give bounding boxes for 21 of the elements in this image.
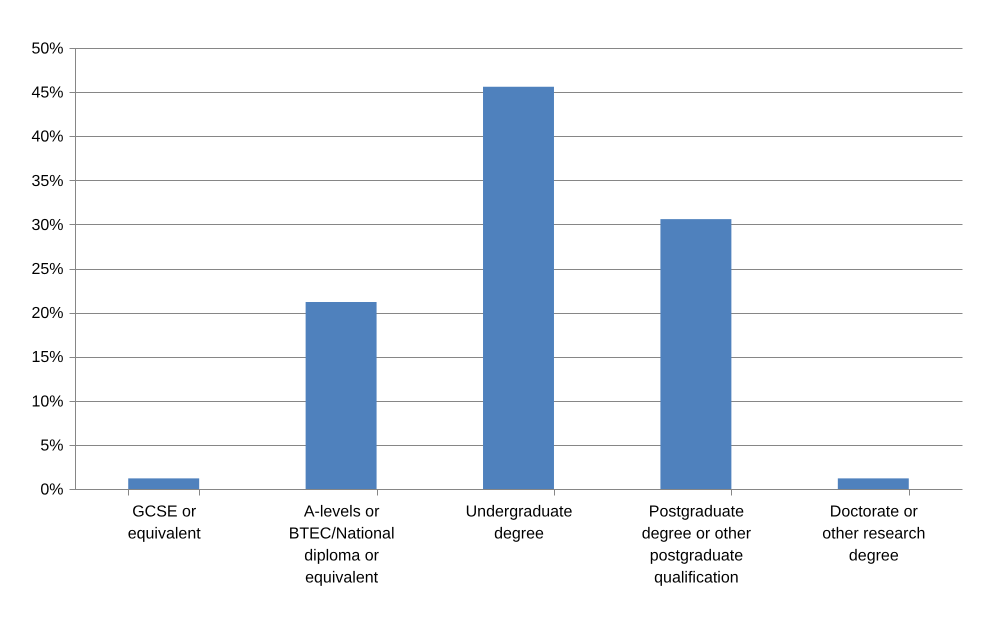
x-tick-label: A-levels or BTEC/National diploma or equivalent [288, 504, 395, 586]
x-tick-label: Postgraduate degree or other postgraduate qualification [642, 504, 752, 586]
y-tick-label: 10% [31, 393, 64, 410]
y-tick-label: 50% [31, 40, 64, 58]
x-tick-label: GCSE or equivalent [128, 504, 202, 542]
y-tick-label: 40% [31, 128, 64, 146]
bar [483, 86, 554, 489]
bar [306, 302, 377, 489]
y-tick-label: 15% [31, 349, 64, 366]
y-tick-label: 5% [40, 437, 64, 454]
y-tick-label: 30% [31, 216, 64, 234]
bar [128, 478, 200, 489]
x-tick-label: Doctorate or other research degree [822, 504, 926, 564]
bar [660, 219, 732, 489]
y-tick-label: 25% [31, 261, 64, 278]
y-tick-label: 35% [31, 172, 64, 190]
bar [838, 478, 909, 489]
y-tick-label: 0% [40, 482, 64, 498]
x-tick-label: Undergraduate degree [466, 504, 572, 542]
y-tick-label: 45% [31, 84, 64, 102]
y-tick-label: 20% [31, 305, 64, 322]
